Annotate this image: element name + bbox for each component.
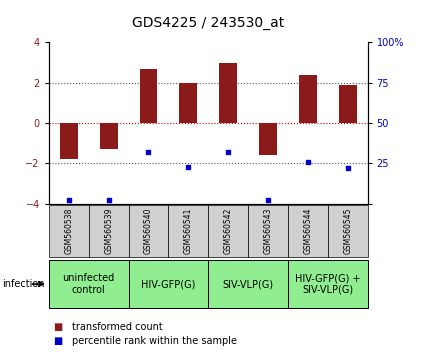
- Text: percentile rank within the sample: percentile rank within the sample: [72, 336, 237, 346]
- Bar: [339, 85, 357, 123]
- Text: GSM560542: GSM560542: [224, 208, 232, 254]
- Bar: [259, 123, 277, 155]
- Text: uninfected
control: uninfected control: [62, 273, 115, 295]
- Text: HIV-GFP(G): HIV-GFP(G): [141, 279, 196, 289]
- Text: GDS4225 / 243530_at: GDS4225 / 243530_at: [132, 16, 284, 30]
- Text: GSM560544: GSM560544: [303, 208, 312, 254]
- Text: GSM560540: GSM560540: [144, 208, 153, 254]
- Bar: [100, 123, 118, 149]
- Bar: [60, 123, 78, 159]
- Text: infection: infection: [2, 279, 45, 289]
- Text: GSM560545: GSM560545: [343, 208, 352, 254]
- Text: ■: ■: [53, 322, 62, 332]
- Text: GSM560541: GSM560541: [184, 208, 193, 254]
- Text: GSM560539: GSM560539: [104, 208, 113, 254]
- Bar: [139, 69, 157, 123]
- Text: HIV-GFP(G) +
SIV-VLP(G): HIV-GFP(G) + SIV-VLP(G): [295, 273, 360, 295]
- Text: GSM560543: GSM560543: [264, 208, 272, 254]
- Bar: [179, 83, 197, 123]
- Bar: [219, 63, 237, 123]
- Text: ■: ■: [53, 336, 62, 346]
- Text: GSM560538: GSM560538: [64, 208, 73, 254]
- Text: transformed count: transformed count: [72, 322, 163, 332]
- Bar: [299, 75, 317, 123]
- Text: SIV-VLP(G): SIV-VLP(G): [223, 279, 274, 289]
